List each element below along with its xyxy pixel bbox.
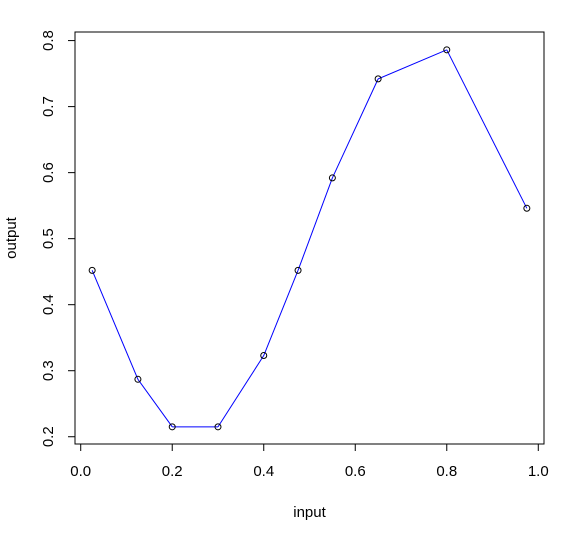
- y-tick-label: 0.2: [40, 426, 57, 447]
- x-tick-label: 0.8: [436, 463, 457, 480]
- x-axis: 0.0 0.2 0.4 0.6 0.8 1.0: [70, 443, 549, 480]
- y-tick-label: 0.7: [40, 96, 57, 117]
- series-lines: [91, 49, 528, 428]
- series-line-segment: [297, 177, 333, 271]
- series-line-segment: [377, 49, 447, 80]
- x-tick-label: 0.2: [162, 463, 183, 480]
- y-tick-label: 0.6: [40, 162, 57, 183]
- x-tick-label: 0.4: [253, 463, 274, 480]
- series-line-segment: [91, 270, 139, 380]
- data-point: [260, 352, 268, 360]
- data-point: [294, 266, 302, 274]
- data-point: [523, 204, 531, 212]
- x-tick-label: 0.6: [345, 463, 366, 480]
- data-point: [374, 75, 382, 83]
- data-point: [168, 423, 176, 431]
- x-axis-title: input: [293, 504, 326, 521]
- y-axis-title: output: [3, 216, 20, 259]
- x-tick-label: 0.0: [70, 463, 91, 480]
- data-point: [214, 423, 222, 431]
- series-line-segment: [331, 78, 379, 179]
- y-tick-label: 0.3: [40, 360, 57, 381]
- series-line-segment: [137, 379, 173, 428]
- data-point: [88, 266, 96, 274]
- series-line-segment: [446, 49, 528, 209]
- data-point: [328, 174, 336, 182]
- y-tick-label: 0.8: [40, 30, 57, 51]
- x-tick-label: 1.0: [528, 463, 549, 480]
- series-line-segment: [263, 270, 299, 356]
- y-axis: 0.2 0.3 0.4 0.5 0.6 0.7 0.8: [40, 30, 76, 447]
- y-tick-label: 0.4: [40, 294, 57, 315]
- y-tick-label: 0.5: [40, 228, 57, 249]
- data-point: [134, 375, 142, 383]
- series-line-segment: [217, 355, 265, 428]
- series-points: [88, 46, 531, 431]
- plot-frame: [74, 31, 545, 445]
- data-point: [443, 46, 451, 54]
